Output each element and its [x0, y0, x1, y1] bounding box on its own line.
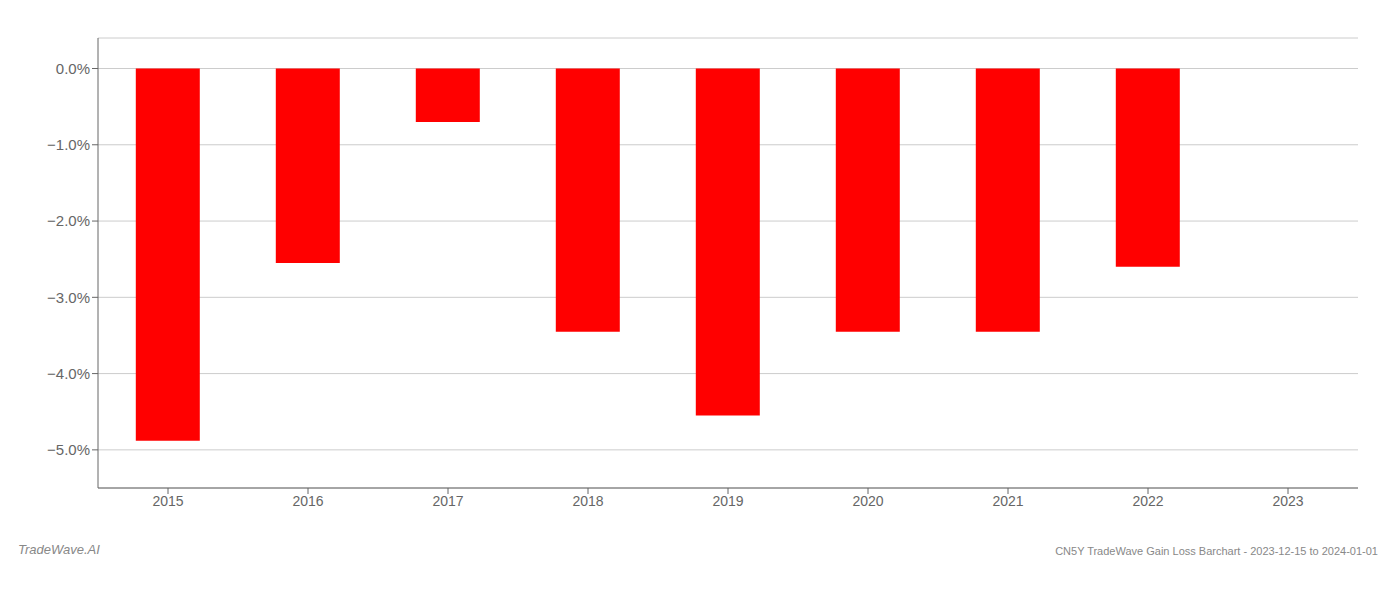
svg-text:2018: 2018 [572, 493, 603, 509]
svg-text:2020: 2020 [852, 493, 883, 509]
html-text:TradeWave.AI: TradeWave.AI [18, 542, 100, 557]
svg-text:2015: 2015 [152, 493, 183, 509]
svg-text:0.0%: 0.0% [56, 60, 90, 77]
svg-text:2017: 2017 [432, 493, 463, 509]
svg-text:−2.0%: −2.0% [47, 212, 90, 229]
svg-text:2019: 2019 [712, 493, 743, 509]
svg-text:−1.0%: −1.0% [47, 136, 90, 153]
svg-text:2016: 2016 [292, 493, 323, 509]
html-text:CN5Y TradeWave Gain Loss Barch: CN5Y TradeWave Gain Loss Barchart - 2023… [1055, 545, 1378, 557]
svg-text:2021: 2021 [992, 493, 1023, 509]
svg-text:−5.0%: −5.0% [47, 441, 90, 458]
svg-text:−4.0%: −4.0% [47, 365, 90, 382]
svg-text:2023: 2023 [1272, 493, 1303, 509]
svg-text:2022: 2022 [1132, 493, 1163, 509]
svg-text:−3.0%: −3.0% [47, 289, 90, 306]
